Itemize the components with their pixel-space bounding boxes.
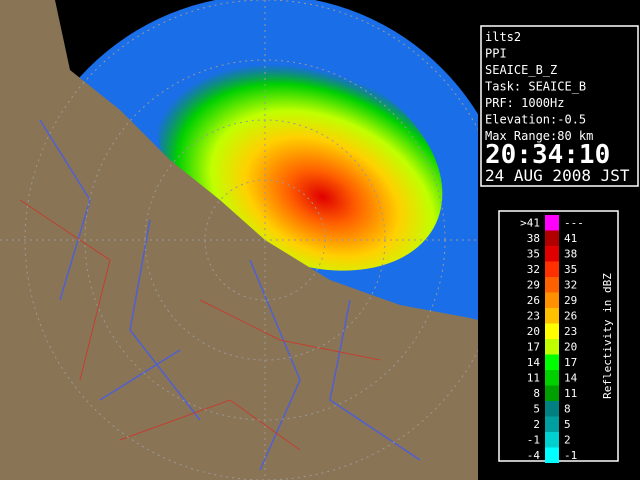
legend-swatch <box>545 432 559 448</box>
legend-swatch <box>545 370 559 386</box>
info-line: Elevation:-0.5 <box>485 113 586 127</box>
legend-swatch <box>545 401 559 417</box>
legend-swatch <box>545 447 559 463</box>
legend-swatch <box>545 277 559 293</box>
legend-low: 5 <box>533 403 540 416</box>
info-line: PPI <box>485 47 507 61</box>
legend-high: 32 <box>564 279 577 292</box>
legend-high: 11 <box>564 387 577 400</box>
legend-high: 20 <box>564 341 577 354</box>
legend-high: 26 <box>564 310 577 323</box>
legend-swatch <box>545 339 559 355</box>
legend-title: Reflectivity in dBZ <box>601 273 614 399</box>
legend-high: 38 <box>564 248 577 261</box>
legend-swatch <box>545 416 559 432</box>
legend-high: 17 <box>564 356 577 369</box>
info-line: Max Range:80 km <box>485 129 593 143</box>
legend-low: 2 <box>533 418 540 431</box>
info-line: PRF: 1000Hz <box>485 96 564 110</box>
time: 20:34:10 <box>485 140 610 170</box>
info-line: ilts2 <box>485 30 521 44</box>
info-box <box>480 25 639 187</box>
legend-high: 14 <box>564 372 578 385</box>
legend-swatch <box>545 246 559 262</box>
info-line: Task: SEAICE_B <box>485 80 586 94</box>
legend-low: 32 <box>527 263 540 276</box>
legend-low: 11 <box>527 372 540 385</box>
legend-high: 35 <box>564 263 577 276</box>
legend-high: --- <box>564 217 584 230</box>
legend-low: 35 <box>527 248 540 261</box>
legend-swatch <box>545 261 559 277</box>
radar-map <box>0 0 478 480</box>
date: 24 AUG 2008 JST <box>485 166 630 185</box>
legend-high: 2 <box>564 434 571 447</box>
legend-low: 17 <box>527 341 540 354</box>
legend-high: 29 <box>564 294 577 307</box>
legend-low: >41 <box>520 217 540 230</box>
legend-low: 23 <box>527 310 540 323</box>
legend-swatch <box>545 230 559 246</box>
legend-swatch <box>545 308 559 324</box>
info-line: SEAICE_B_Z <box>485 63 557 77</box>
legend-high: 5 <box>564 418 571 431</box>
boundaries <box>19 199 381 451</box>
rivers <box>39 119 421 471</box>
legend-low: 38 <box>527 232 540 245</box>
legend-low: -4 <box>527 449 541 462</box>
land <box>0 0 478 480</box>
legend-high: 8 <box>564 403 571 416</box>
legend-low: 26 <box>527 294 540 307</box>
legend-swatch <box>545 385 559 401</box>
legend-high: -1 <box>564 449 577 462</box>
legend-low: 8 <box>533 387 540 400</box>
legend-low: -1 <box>527 434 540 447</box>
legend-swatch <box>545 323 559 339</box>
legend-swatch <box>545 215 559 231</box>
legend-low: 20 <box>527 325 540 338</box>
legend-high: 23 <box>564 325 577 338</box>
legend-swatch <box>545 292 559 308</box>
legend-swatch <box>545 354 559 370</box>
legend-low: 14 <box>527 356 541 369</box>
legend-low: 29 <box>527 279 540 292</box>
range-rings <box>0 0 478 480</box>
legend-high: 41 <box>564 232 577 245</box>
